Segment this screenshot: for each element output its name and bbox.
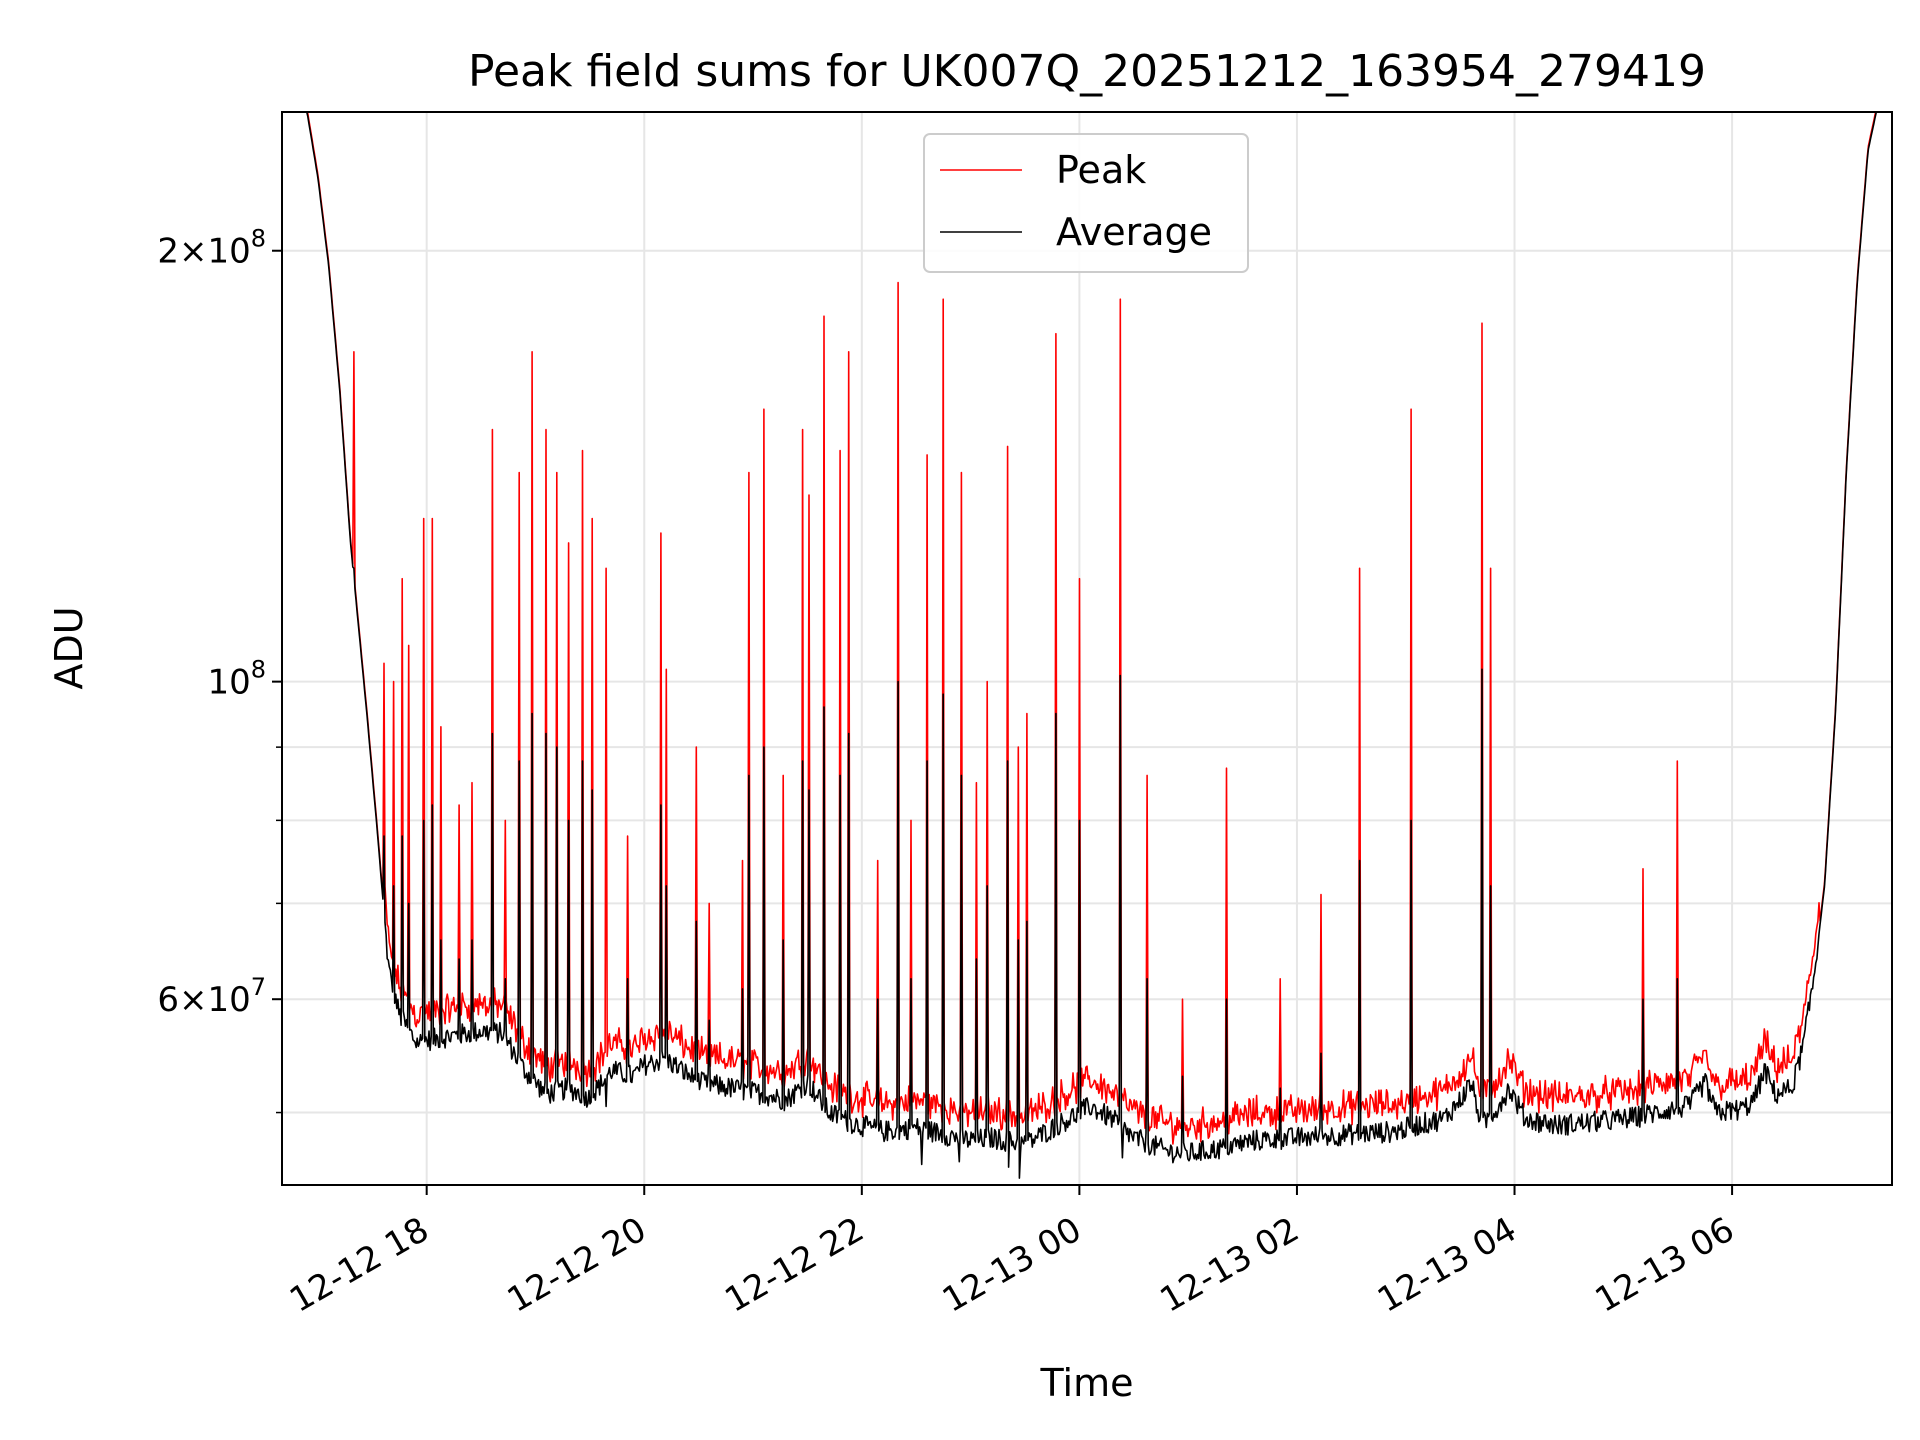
legend: Peak Average — [923, 133, 1249, 273]
x-axis-label: Time — [1040, 1361, 1134, 1405]
series-average-line — [305, 112, 1878, 1179]
legend-peak-label: Peak — [1056, 148, 1146, 192]
legend-average-label: Average — [1056, 210, 1212, 254]
legend-box — [923, 133, 1249, 273]
y-tick-label: 6×107 — [157, 973, 266, 1020]
plot-frame — [281, 111, 1893, 1186]
series-layer — [305, 112, 1878, 1179]
chart-title: Peak field sums for UK007Q_20251212_1639… — [468, 46, 1706, 97]
series-peak-line — [306, 112, 1877, 1145]
y-tick-label: 2×108 — [157, 225, 266, 272]
y-tick-label: 108 — [207, 656, 266, 703]
y-axis-label: ADU — [47, 606, 91, 689]
